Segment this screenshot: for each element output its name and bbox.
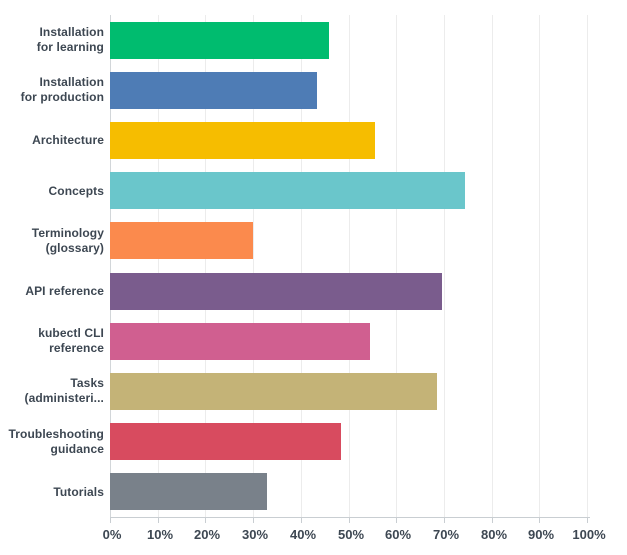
axis-tick xyxy=(253,518,254,523)
category-axis: Installation for learning Installation for … xyxy=(0,15,104,517)
gridline xyxy=(158,15,159,517)
bar xyxy=(110,22,329,59)
axis-tick xyxy=(301,518,302,523)
bar xyxy=(110,323,370,360)
axis-tick xyxy=(587,518,588,523)
x-tick-label: 40% xyxy=(289,527,317,542)
gridline xyxy=(301,15,302,517)
bar xyxy=(110,423,341,460)
axis-tick xyxy=(349,518,350,523)
axis-tick xyxy=(205,518,206,523)
x-tick-label: 0% xyxy=(102,527,122,542)
gridline xyxy=(396,15,397,517)
bar xyxy=(110,273,442,310)
bar xyxy=(110,222,253,259)
category-label: kubectl CLI reference xyxy=(38,326,104,355)
category-label: Tasks (administeri... xyxy=(24,376,104,405)
gridline xyxy=(539,15,540,517)
x-tick-label: 90% xyxy=(527,527,555,542)
gridline xyxy=(205,15,206,517)
plot-area xyxy=(110,15,588,517)
axis-tick xyxy=(110,518,111,523)
category-label: Concepts xyxy=(48,183,104,198)
axis-tick xyxy=(492,518,493,523)
gridline xyxy=(492,15,493,517)
bar xyxy=(110,72,317,109)
axis-tick xyxy=(158,518,159,523)
bar xyxy=(110,373,437,410)
x-tick-label: 70% xyxy=(432,527,460,542)
category-label: Architecture xyxy=(32,132,104,147)
category-label: Installation for learning xyxy=(36,25,104,54)
x-tick-label: 10% xyxy=(146,527,174,542)
axis-tick xyxy=(444,518,445,523)
category-label: Installation for production xyxy=(20,75,104,104)
x-tick-label: 50% xyxy=(337,527,365,542)
category-label: Terminology (glossary) xyxy=(31,226,104,255)
gridline xyxy=(253,15,254,517)
gridline xyxy=(349,15,350,517)
axis-tick xyxy=(539,518,540,523)
bar xyxy=(110,473,267,510)
category-label: Tutorials xyxy=(53,484,104,499)
gridline xyxy=(444,15,445,517)
axis-tick xyxy=(396,518,397,523)
category-label: Troubleshooting guidance xyxy=(8,427,104,456)
y-axis-line xyxy=(110,15,111,517)
gridline xyxy=(587,15,588,517)
x-tick-label: 100% xyxy=(572,527,606,542)
category-label: API reference xyxy=(25,283,104,298)
x-tick-label: 60% xyxy=(384,527,412,542)
bar xyxy=(110,172,465,209)
x-tick-label: 30% xyxy=(241,527,269,542)
x-tick-label: 20% xyxy=(193,527,221,542)
bar xyxy=(110,122,375,159)
x-tick-label: 80% xyxy=(480,527,508,542)
x-axis-line xyxy=(110,517,590,518)
